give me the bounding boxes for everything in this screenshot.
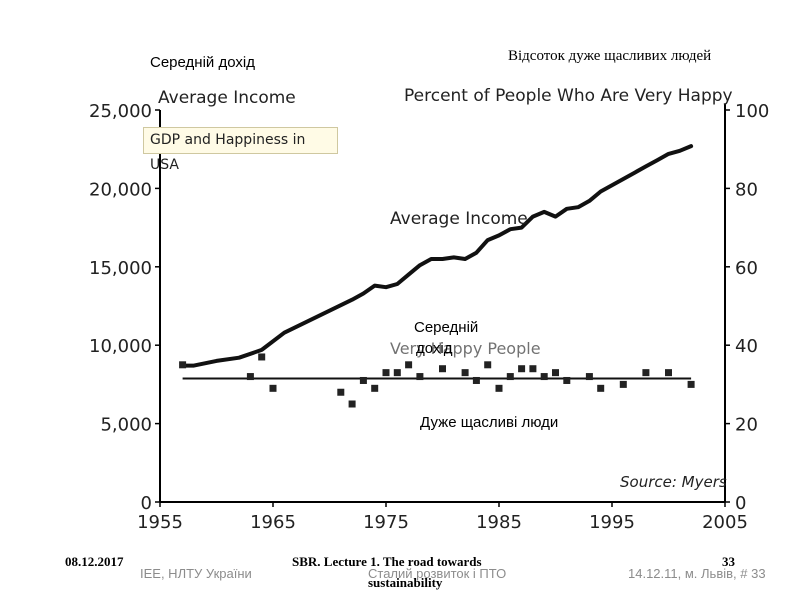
happy-data-point <box>405 361 413 369</box>
chart-ticks: 1955 1965 1975 1985 1995 200505,00010,00015,0… <box>89 101 769 533</box>
happy-data-point <box>439 365 446 373</box>
inset-label-box: GDP and Happiness in USA <box>143 127 338 173</box>
x-tick-label: 1955 <box>137 512 183 533</box>
x-tick-label: 2005 <box>702 512 748 533</box>
ua-happy-percent-label: Відсоток дуже щасливих людей <box>508 48 712 64</box>
happy-data-point <box>518 365 526 373</box>
happy-data-point <box>472 376 480 384</box>
y-right-tick-label: 40 <box>735 336 758 357</box>
chart-text: Average Income Percent of People Who Are … <box>158 86 733 491</box>
ua-income-label: Середній дохід <box>150 54 255 71</box>
happy-data-point <box>337 388 345 396</box>
footer-lecture-title-2: sustainability <box>368 575 443 590</box>
happy-data-point <box>382 369 390 377</box>
happy-data-point <box>269 384 277 392</box>
footer-org: IEE, НЛТУ України <box>140 566 252 581</box>
right-axis-title: Percent of People Who Are Very Happy <box>404 86 733 106</box>
happy-data-point <box>371 384 379 392</box>
happy-data-point <box>585 373 593 381</box>
y-left-tick-label: 15,000 <box>89 258 152 279</box>
income-series-label: Average Income <box>390 209 528 229</box>
happy-data-point <box>484 361 492 369</box>
happy-data-point <box>665 369 672 377</box>
y-right-tick-label: 80 <box>735 179 758 200</box>
income-series <box>180 144 694 368</box>
y-left-tick-label: 0 <box>141 493 152 514</box>
happy-series <box>179 353 695 408</box>
happy-data-point <box>642 369 650 377</box>
y-left-tick-label: 25,000 <box>89 101 152 122</box>
happy-data-point <box>529 365 537 373</box>
x-tick-label: 1985 <box>476 512 522 533</box>
y-left-tick-label: 5,000 <box>100 415 152 436</box>
y-left-tick-label: 20,000 <box>89 179 152 200</box>
happy-data-point <box>540 373 548 381</box>
footer-date: 08.12.2017 <box>65 554 124 569</box>
ua-mid-label-1: Середній <box>414 319 479 336</box>
inset-label: GDP and Happiness in USA <box>150 132 306 173</box>
happy-data-point <box>246 373 254 381</box>
happy-data-point <box>506 373 514 381</box>
footer-course: Сталий розвиток і ПТО <box>368 566 507 581</box>
happy-data-point <box>179 361 187 369</box>
happy-series-label: Very Happy People <box>390 339 541 358</box>
y-right-tick-label: 100 <box>735 101 769 122</box>
happy-data-point <box>359 376 367 384</box>
happy-data-point <box>619 380 627 388</box>
happy-data-point <box>393 369 401 377</box>
happy-data-point <box>348 400 356 408</box>
happy-data-point <box>461 369 469 377</box>
income-line <box>180 144 694 368</box>
footer-lecture-title-1: SBR. Lecture 1. The road towards <box>292 554 482 569</box>
happy-data-point <box>597 384 605 392</box>
y-right-tick-label: 20 <box>735 415 758 436</box>
happy-data-point <box>258 353 266 361</box>
ua-mid-label-2: дохід <box>416 340 453 357</box>
left-axis-title: Average Income <box>158 88 296 108</box>
x-tick-label: 1975 <box>363 512 409 533</box>
y-right-tick-label: 0 <box>735 493 746 514</box>
happy-data-point <box>687 380 695 388</box>
happy-data-point <box>552 369 559 377</box>
y-right-tick-label: 60 <box>735 258 758 279</box>
chart-axes <box>159 104 726 503</box>
happy-data-point <box>563 376 571 384</box>
happy-data-point <box>495 384 503 392</box>
happy-data-point <box>416 373 424 381</box>
x-tick-label: 1995 <box>589 512 635 533</box>
footer-page-number: 33 <box>722 554 735 569</box>
footer-place-date: 14.12.11, м. Львів, # 33 <box>628 566 766 581</box>
ua-very-happy-label: Дуже щасливі люди <box>420 414 559 431</box>
source-label: Source: Myers <box>620 473 727 491</box>
x-tick-label: 1965 <box>250 512 296 533</box>
y-left-tick-label: 10,000 <box>89 336 152 357</box>
